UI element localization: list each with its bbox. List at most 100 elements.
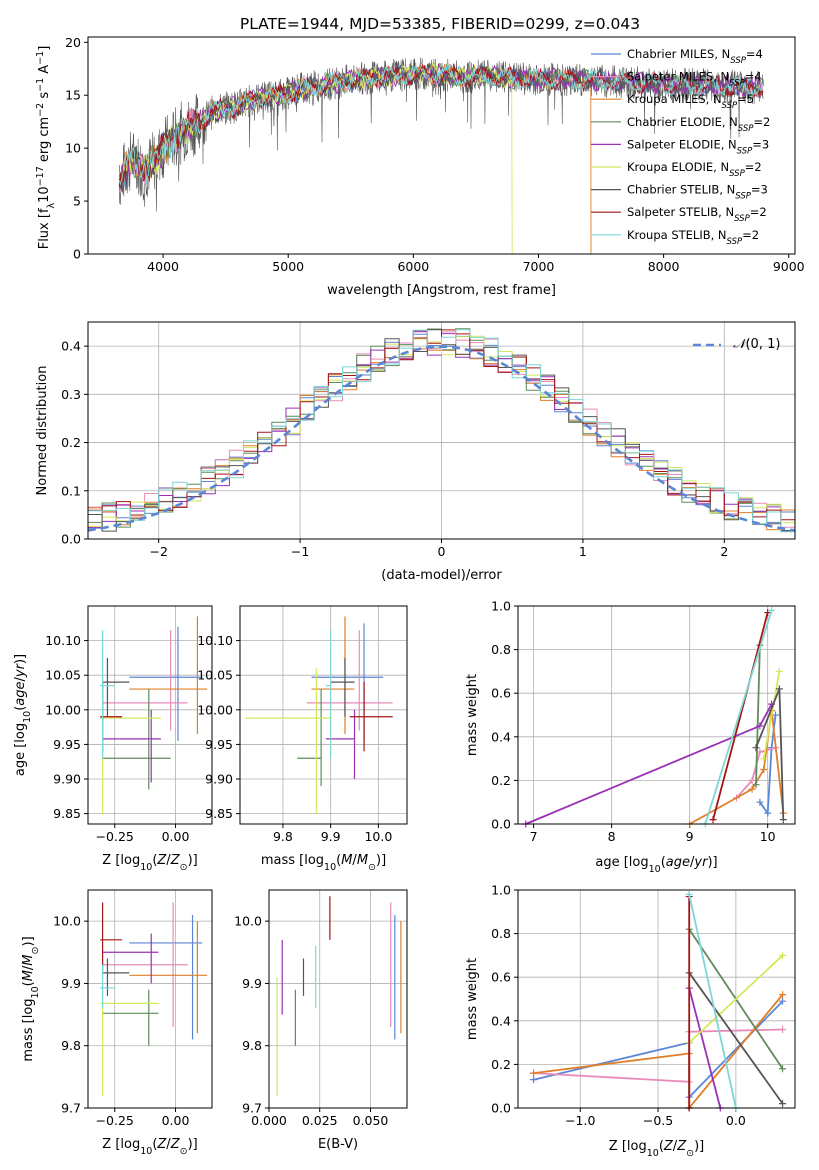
mass_vs_Z-axes: −0.25 0.00 9.7 9.8 9.9 10.0	[53, 890, 212, 1128]
y-tick-label: 9.85	[53, 806, 81, 821]
x-tick-label: −2	[149, 544, 167, 559]
x-tick-label: −1.0	[565, 1113, 595, 1128]
y-tick-label: 10.10	[45, 633, 81, 648]
series-marker	[760, 766, 768, 773]
y-tick-label: 0.8	[491, 926, 511, 941]
y-tick-label: 0.1	[61, 483, 81, 498]
series-line-5	[762, 671, 781, 759]
mass_vs_Z-points	[100, 902, 208, 1096]
series-marker	[779, 1026, 787, 1034]
series-line-8	[704, 610, 773, 825]
legend-entry: 𝒩(0, 1)	[733, 337, 780, 352]
x-axis-label: Z [log10(Z/Z⊙)]	[102, 853, 197, 873]
series-marker	[760, 755, 768, 763]
x-tick-label: −0.5	[643, 1113, 673, 1128]
series-marker	[764, 809, 772, 817]
y-tick-label: 9.9	[242, 976, 262, 991]
spectrum-axes: 4000 5000 6000 7000 8000 9000 0 5 10 15 20	[65, 35, 805, 274]
series-line-4	[525, 703, 773, 825]
histogram-8	[88, 329, 795, 533]
series-line-4	[688, 987, 722, 1109]
series-marker	[779, 1065, 787, 1073]
x-tick-label: 2	[720, 544, 728, 559]
y-axis-label: age [log10(age/yr)]	[13, 654, 33, 776]
residuals-frame	[87, 321, 796, 540]
y-tick-label: 9.95	[53, 737, 81, 752]
y-tick-label: 0.0	[61, 532, 81, 547]
spectrum-legend: Chabrier MILES, NSSP=4 Salpeter MILES, NS…	[591, 47, 770, 247]
y-tick-label: 9.90	[53, 772, 81, 787]
y-tick-label: 9.85	[205, 806, 233, 821]
x-tick-label: −0.25	[96, 1113, 134, 1128]
y-tick-label: 10.00	[197, 702, 233, 717]
series-marker	[752, 744, 760, 752]
mass_weight_vs_Z-series	[530, 890, 787, 1112]
y-tick-label: 10.10	[197, 633, 233, 648]
model-line-7	[118, 63, 764, 189]
y-axis-label: Normed distribution	[35, 366, 50, 496]
x-tick-label: 10	[760, 829, 776, 844]
y-axis-label: mass weight	[465, 958, 480, 1040]
residuals-axes: −2 −1 0 1 2 0.0 0.1 0.2 0.3 0.4	[61, 322, 795, 559]
mass_weight_vs_age-frame	[517, 605, 796, 825]
y-tick-label: 1.0	[491, 883, 511, 898]
y-tick-label: 9.9	[61, 976, 81, 991]
y-tick-label: 10.0	[53, 914, 81, 929]
y-tick-label: 10	[65, 141, 81, 156]
y-tick-label: 9.90	[205, 772, 233, 787]
x-tick-label: 0.00	[162, 1113, 190, 1128]
series-line-3	[755, 645, 761, 785]
mass_weight_vs_age-series	[522, 606, 787, 828]
mass_weight_vs_Z-frame	[517, 889, 796, 1109]
series-marker	[779, 1100, 787, 1108]
series-marker	[768, 606, 776, 614]
y-tick-label: 10.0	[234, 914, 262, 929]
legend-entry: Salpeter MILES, NSSP=4	[627, 70, 762, 89]
spectrum-frame	[87, 36, 796, 255]
x-tick-label: 9.8	[273, 829, 293, 844]
y-tick-label: 9.7	[242, 1101, 262, 1116]
model-line-2	[118, 64, 592, 254]
y-tick-label: 9.7	[61, 1101, 81, 1116]
series-marker	[771, 711, 779, 719]
legend-entry: Kroupa MILES, NSSP=5	[627, 92, 754, 111]
y-tick-label: 15	[65, 88, 81, 103]
age_vs_mass-axes: 9.8 9.9 10.0 9.85 9.90 9.95 10.00 10.05 10.10	[197, 606, 407, 844]
series-marker	[530, 1069, 538, 1077]
y-tick-label: 0.8	[491, 642, 511, 657]
x-tick-label: 7000	[523, 259, 555, 274]
legend-entry: Kroupa ELODIE, NSSP=2	[627, 160, 762, 179]
y-tick-label: 1.0	[491, 599, 511, 614]
y-tick-label: 10.05	[197, 668, 233, 683]
y-tick-label: 9.95	[205, 737, 233, 752]
x-axis-label: Z [log10(Z/Z⊙)]	[609, 1139, 704, 1159]
series-line-6	[688, 972, 784, 1105]
x-tick-label: 0.050	[353, 1113, 389, 1128]
x-tick-label: 5000	[272, 259, 304, 274]
legend-entry: Kroupa STELIB, NSSP=2	[627, 228, 759, 247]
y-tick-label: 0.4	[61, 339, 81, 354]
legend-entry: Salpeter ELODIE, NSSP=3	[627, 137, 769, 156]
y-tick-label: 0.0	[491, 1101, 511, 1116]
y-tick-label: 9.8	[242, 1038, 262, 1053]
series-marker	[748, 785, 756, 793]
x-tick-label: 9	[686, 829, 694, 844]
y-axis-label: mass weight	[465, 674, 480, 756]
y-axis-label: Flux [fλ10−17 erg cm−2 s−1 A−1]	[35, 46, 57, 250]
x-tick-label: 8000	[648, 259, 680, 274]
y-tick-label: 0.3	[61, 387, 81, 402]
y-tick-label: 0	[73, 247, 81, 262]
model-line-4	[118, 63, 764, 186]
histograms	[88, 328, 795, 533]
figure-title: PLATE=1944, MJD=53385, FIBERID=0299, z=0…	[240, 15, 640, 33]
y-tick-label: 10.00	[45, 702, 81, 717]
y-tick-label: 0.4	[491, 1013, 511, 1028]
age_vs_mass-frame	[239, 605, 408, 825]
y-tick-label: 0.6	[491, 686, 511, 701]
y-axis-label: mass [log10(M/M⊙)]	[21, 936, 41, 1061]
x-tick-label: 0.025	[302, 1113, 338, 1128]
series-line-5	[688, 954, 784, 1044]
y-tick-label: 10.05	[45, 668, 81, 683]
mass_weight_vs_age-axes: 7 8 9 10 0.0 0.2 0.4 0.6 0.8 1.0	[491, 599, 795, 844]
